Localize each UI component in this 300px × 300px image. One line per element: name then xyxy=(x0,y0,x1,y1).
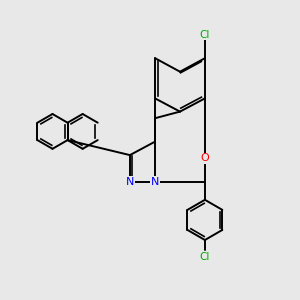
Text: N: N xyxy=(151,177,159,187)
Text: Cl: Cl xyxy=(200,29,210,40)
Text: O: O xyxy=(200,153,209,164)
Text: Cl: Cl xyxy=(200,251,210,262)
Text: N: N xyxy=(126,177,134,187)
